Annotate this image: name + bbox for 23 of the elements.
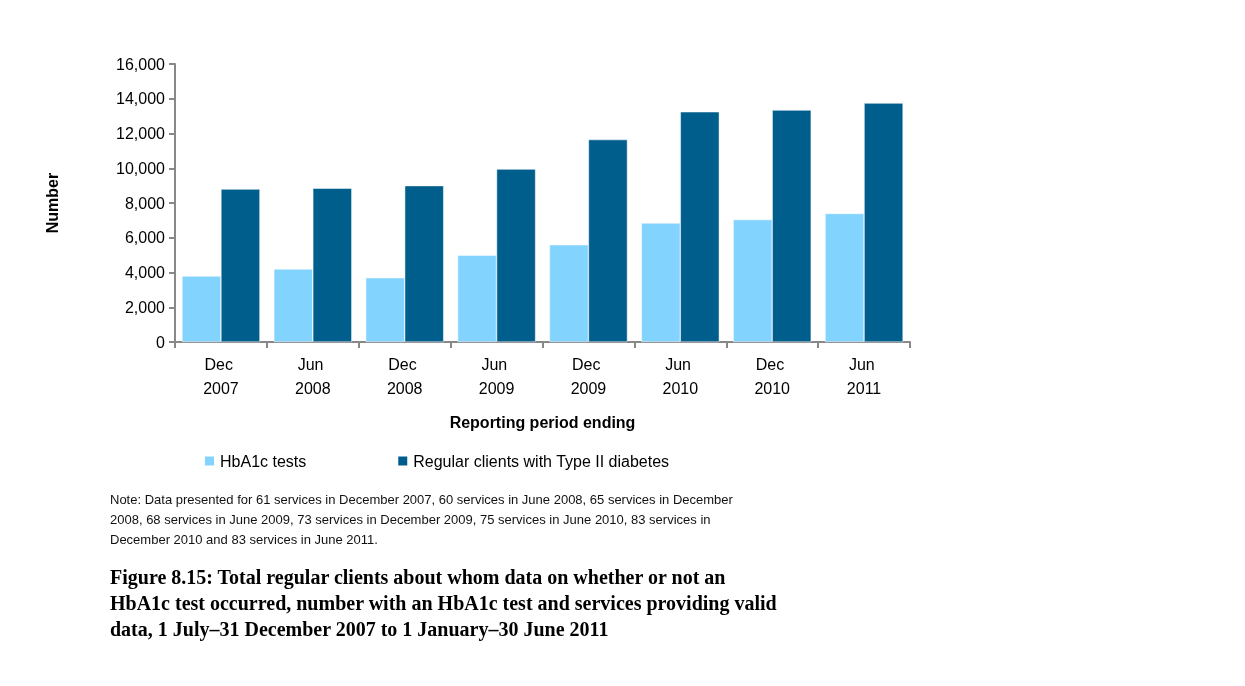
y-tick-label: 12,000: [116, 125, 166, 142]
y-tick-label: 6,000: [124, 229, 166, 247]
x-tick-label: Jun 2008: [295, 355, 331, 397]
y-tick-label: 8,000: [124, 194, 166, 212]
y-tick-label: 4,000: [124, 264, 166, 281]
legend-label: Regular clients with Type II diabetes: [413, 452, 670, 470]
y-axis-title: Number: [43, 172, 61, 234]
x-tick-label: Jun 2009: [478, 355, 515, 397]
x-tick-label: Dec 2010: [754, 355, 791, 397]
legend-label: HbA1c tests: [220, 452, 307, 470]
x-axis-title: Reporting period ending: [449, 413, 636, 431]
x-tick-label: Dec 2009: [570, 355, 607, 397]
y-tick-label: 16,000: [116, 55, 166, 73]
text: Note: Data presented for 61 services in December 2007, 60 services in June 2008, 65 services in December 2008, 68 services in June 2009, 73 services in December 2009, 75 services in June 2010, 83 services in December 2010 and 83 services in June 2011.: [110, 491, 734, 549]
y-tick-label: 14,000: [116, 90, 166, 108]
y-tick-label: 10,000: [116, 159, 166, 177]
x-tick-label: Jun 2010: [662, 355, 699, 397]
y-tick-label: 2,000: [124, 298, 166, 316]
x-tick-label: Jun 2011: [846, 355, 882, 397]
text: Figure 8.15: Total regular clients about whom data on whether or not an HbA1c test occurred, number with an HbA1c test and services providing valid data, 1 July–31 December 2007 to 1 January–30 June 2011: [110, 565, 778, 642]
y-tick-label: 0: [156, 333, 166, 351]
x-tick-label: Dec 2008: [386, 355, 423, 397]
x-tick-label: Dec 2007: [203, 355, 239, 397]
